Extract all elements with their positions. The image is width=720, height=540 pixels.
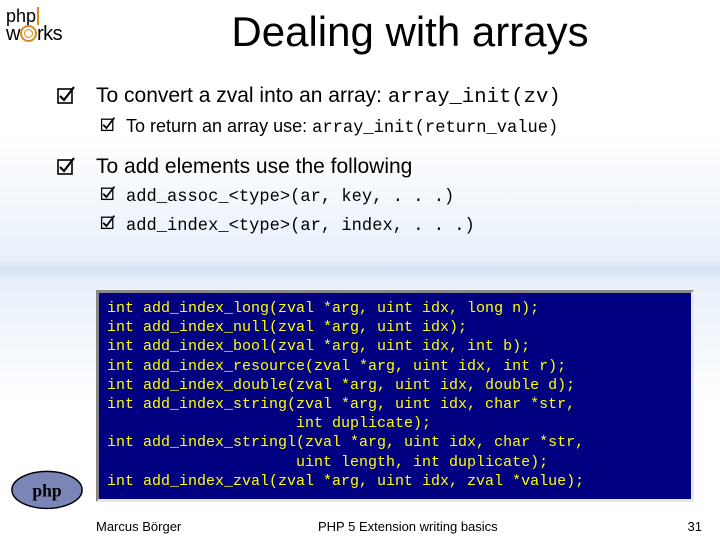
sub-bullet-code: array_init(return_value)	[312, 119, 558, 138]
svg-text:php: php	[32, 481, 62, 501]
phpworks-logo: php wrks	[6, 6, 98, 56]
content-area: To convert a zval into an array: array_i…	[56, 82, 700, 241]
footer-title: PHP 5 Extension writing basics	[306, 519, 662, 534]
footer: Marcus Börger PHP 5 Extension writing ba…	[96, 519, 702, 534]
checkbox-icon	[100, 116, 116, 132]
bullet-item: To add elements use the following	[56, 153, 700, 181]
sub-bullet-item: To return an array use: array_init(retur…	[56, 114, 700, 141]
footer-page-number: 31	[662, 519, 702, 534]
footer-author: Marcus Börger	[96, 519, 306, 534]
logo-works-prefix: w	[6, 23, 20, 45]
logo-works-suffix: rks	[37, 23, 62, 45]
logo-works-o-icon	[20, 25, 37, 42]
sub-bullet-item: add_index_<type>(ar, index, . . .)	[56, 212, 700, 239]
bullet-text: To convert a zval into an array:	[96, 84, 388, 107]
checkbox-icon	[100, 185, 116, 201]
bullet-text: To add elements use the following	[96, 155, 412, 178]
php-logo-icon: php	[8, 464, 86, 510]
sub-bullet-item: add_assoc_<type>(ar, key, . . .)	[56, 183, 700, 210]
slide: php wrks Dealing with arrays To convert …	[0, 0, 720, 540]
sub-bullet-text: To return an array use:	[126, 116, 312, 136]
sub-bullet-code: add_assoc_<type>(ar, key, . . .)	[126, 188, 454, 207]
bullet-code: array_init(zv)	[388, 86, 561, 109]
checkbox-icon	[100, 214, 116, 230]
slide-title: Dealing with arrays	[120, 8, 700, 56]
checkbox-icon	[56, 156, 76, 176]
code-block: int add_index_long(zval *arg, uint idx, …	[96, 290, 694, 502]
sub-bullet-code: add_index_<type>(ar, index, . . .)	[126, 217, 475, 236]
checkbox-icon	[56, 85, 76, 105]
bullet-item: To convert a zval into an array: array_i…	[56, 82, 700, 112]
